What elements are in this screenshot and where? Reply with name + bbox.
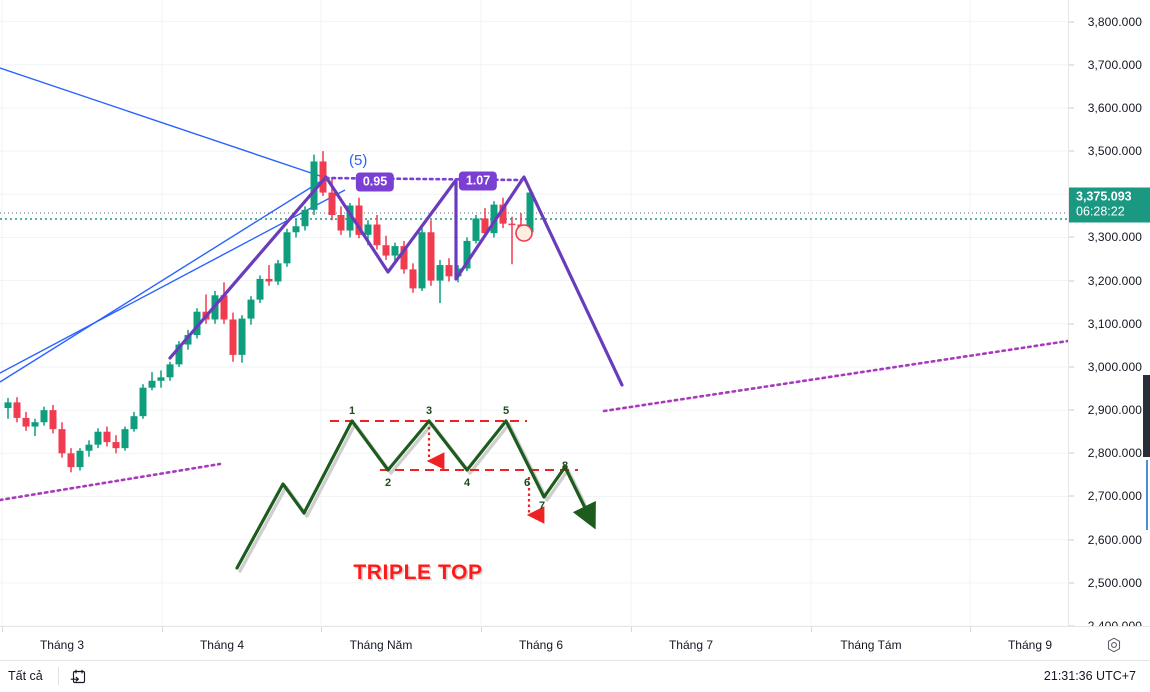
price-tick-label: 2,700.000	[1087, 489, 1142, 504]
price-level-lines	[0, 212, 1068, 220]
blue-trendlines	[0, 67, 346, 383]
triple-top-diagram	[235, 419, 596, 573]
price-tick-label: 2,800.000	[1087, 446, 1142, 461]
price-tick-mark	[1069, 323, 1074, 325]
pattern-title: TRIPLE TOP	[353, 561, 483, 584]
price-tick-mark	[1069, 366, 1074, 368]
price-tick-label: 3,100.000	[1087, 316, 1142, 331]
chart-drawing-surface	[0, 0, 1068, 626]
price-tick-label: 2,900.000	[1087, 403, 1142, 418]
wave-5-label: (5)	[349, 152, 368, 169]
price-tick-label: 3,600.000	[1087, 100, 1142, 115]
price-axis[interactable]: 3,800.0003,700.0003,600.0003,500.0003,40…	[1068, 0, 1150, 633]
pattern-point-2: 2	[384, 477, 392, 489]
price-tick-mark	[1069, 236, 1074, 238]
time-tick-label: Tháng 6	[518, 638, 564, 652]
time-axis-separator	[631, 627, 632, 632]
pattern-point-1: 1	[348, 405, 356, 417]
fib-badge-107[interactable]: 1.07	[458, 171, 498, 191]
time-axis-separator	[970, 627, 971, 632]
range-all-button[interactable]: Tất cả	[8, 669, 43, 683]
pattern-point-8: 8	[561, 460, 569, 472]
price-tick-label: 3,300.000	[1087, 230, 1142, 245]
price-tick-mark	[1069, 64, 1074, 66]
price-tick-mark	[1069, 495, 1074, 497]
circle-marker	[515, 224, 533, 242]
pattern-point-4: 4	[463, 477, 471, 489]
status-divider	[58, 667, 59, 685]
time-tick-label: Tháng 9	[1007, 638, 1053, 652]
time-axis-separator	[162, 627, 163, 632]
clock-label: 21:31:36 UTC+7	[1043, 669, 1136, 683]
purple-dotted-trendline	[0, 339, 1068, 502]
fib-badge-095[interactable]: 0.95	[355, 172, 395, 192]
price-tick-mark	[1069, 539, 1074, 541]
time-axis-separator	[321, 627, 322, 632]
scrollbar-thumb-dark[interactable]	[1143, 375, 1150, 457]
price-tick-label: 3,000.000	[1087, 359, 1142, 374]
time-tick-label: Tháng 4	[199, 638, 245, 652]
horizontal-gridlines	[0, 21, 1068, 626]
pattern-point-6: 6	[523, 477, 531, 489]
price-tick-mark	[1069, 452, 1074, 454]
time-axis-separator	[2, 627, 3, 632]
goto-date-icon[interactable]	[70, 668, 88, 686]
time-tick-label: Tháng 7	[668, 638, 714, 652]
current-price-badge[interactable]: 3,375.093 06:28:22	[1069, 187, 1150, 223]
price-tick-label: 3,800.000	[1087, 14, 1142, 29]
price-tick-label: 2,500.000	[1087, 575, 1142, 590]
status-bar: Tất cả 21:31:36 UTC+7	[0, 661, 1150, 692]
current-price-value: 3,375.093	[1076, 189, 1132, 204]
price-tick-mark	[1069, 280, 1074, 282]
scrollbar-thumb-blue[interactable]	[1146, 460, 1148, 530]
pattern-point-7: 7	[538, 500, 546, 512]
price-tick-mark	[1069, 150, 1074, 152]
time-tick-label: Tháng Năm	[349, 638, 413, 652]
price-tick-label: 3,500.000	[1087, 144, 1142, 159]
price-tick-label: 3,700.000	[1087, 57, 1142, 72]
time-tick-label: Tháng 3	[39, 638, 85, 652]
time-tick-label: Tháng Tám	[840, 638, 902, 652]
price-tick-mark	[1069, 409, 1074, 411]
time-axis-separator	[481, 627, 482, 632]
vertical-gridlines	[1, 0, 971, 626]
target-icon[interactable]	[1106, 637, 1122, 653]
pattern-point-5: 5	[502, 405, 510, 417]
bar-countdown: 06:28:22	[1076, 204, 1125, 219]
time-axis-separator	[811, 627, 812, 632]
time-axis[interactable]: Tháng 3 Tháng 4 Tháng Năm Tháng 6 Tháng 7 Thá…	[0, 626, 1150, 661]
pattern-point-3: 3	[425, 405, 433, 417]
price-tick-mark	[1069, 107, 1074, 109]
price-tick-mark	[1069, 21, 1074, 23]
price-tick-mark	[1069, 582, 1074, 584]
price-tick-label: 2,600.000	[1087, 532, 1142, 547]
candlestick-series	[4, 151, 534, 473]
price-tick-label: 3,200.000	[1087, 273, 1142, 288]
